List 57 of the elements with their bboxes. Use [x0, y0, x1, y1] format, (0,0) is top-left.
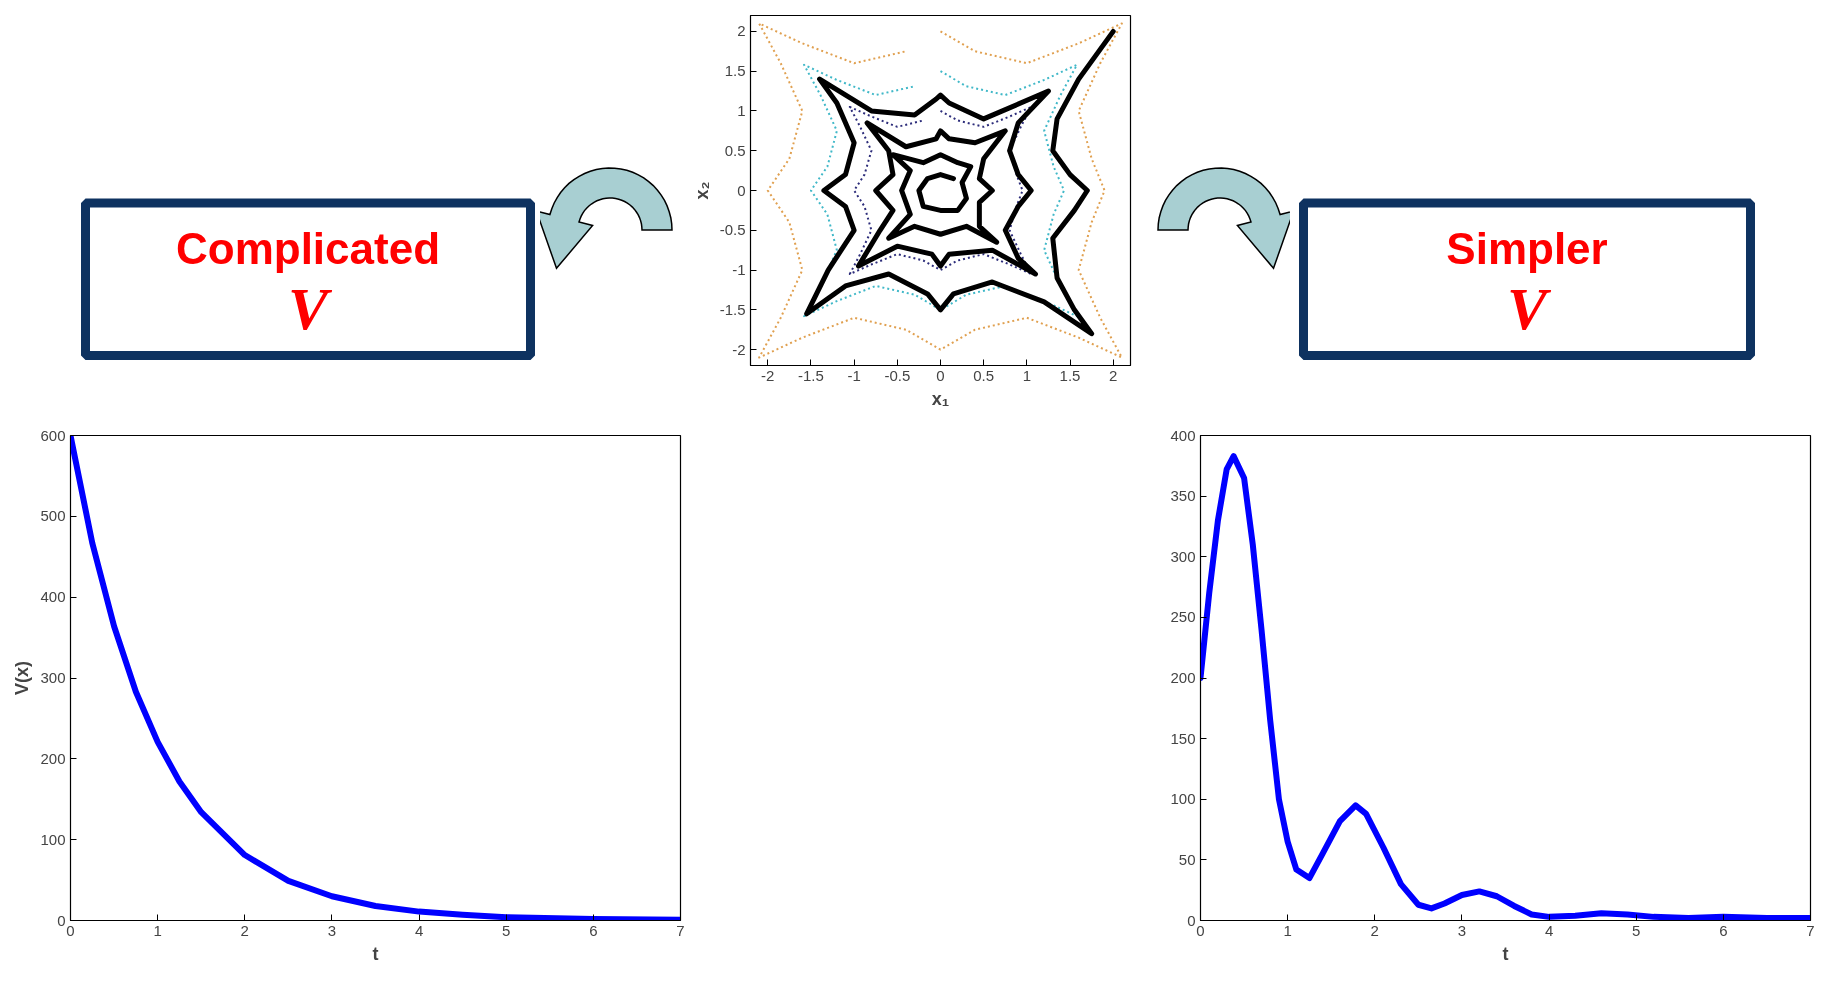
x-tick-label: 1.5	[1059, 366, 1081, 384]
y-tick-label: 500	[40, 507, 66, 525]
y-tick-label: -0.5	[719, 221, 746, 239]
x-tick-label: 0.5	[973, 366, 995, 384]
x-tick-label: 2	[1370, 921, 1379, 939]
x-tick-label: -1.5	[798, 366, 824, 384]
x-tick-label: 3	[1457, 921, 1467, 939]
line-series	[803, 63, 1078, 318]
y-tick-label: 200	[40, 749, 66, 767]
y-tick-label: 50	[1178, 850, 1196, 868]
x-tick-label: 6	[589, 921, 598, 939]
y-tick-label: 0.5	[724, 141, 746, 159]
x-tick-label: 5	[502, 921, 511, 939]
x-tick-label: 7	[1806, 921, 1815, 939]
y-tick-label: 250	[1170, 608, 1196, 626]
x-tick-label: -2	[761, 366, 775, 384]
y-tick-label: -1	[732, 261, 746, 279]
x-tick-label: 7	[676, 921, 685, 939]
x-axis-title: x₁	[931, 388, 950, 409]
y-tick-label: 300	[1170, 547, 1196, 565]
y-tick-label: 350	[1170, 487, 1196, 505]
x-axis-title: t	[1502, 943, 1509, 964]
y-tick-label: 1	[737, 101, 746, 119]
x-axis-title: t	[372, 943, 379, 964]
x-tick-label: 1	[1022, 366, 1032, 384]
y-tick-label: -2	[732, 340, 746, 358]
x-tick-label: 1	[153, 921, 162, 939]
y-tick-label: 0	[737, 181, 746, 199]
x-tick-label: 1	[1283, 921, 1292, 939]
y-tick-label: 400	[1170, 426, 1196, 444]
x-tick-label: 4	[1544, 921, 1554, 939]
text: V	[287, 275, 333, 342]
x-tick-label: 4	[414, 921, 424, 939]
x-tick-label: -0.5	[884, 366, 911, 384]
x-tick-label: 0	[936, 366, 945, 384]
y-tick-label: 200	[1170, 669, 1196, 686]
x-tick-label: 2	[1109, 366, 1118, 384]
y-tick-label: 100	[1170, 790, 1196, 808]
y-tick-label: 600	[40, 426, 66, 444]
text: Simpler	[1446, 224, 1608, 274]
x-tick-label: -1	[847, 366, 861, 384]
y-axis-title: x₂	[691, 181, 712, 200]
x-tick-label: 5	[1632, 921, 1641, 939]
y-tick-label: -1.5	[719, 300, 746, 318]
y-tick-label: 2	[737, 22, 746, 40]
x-tick-label: 6	[1719, 921, 1728, 939]
y-tick-label: 1.5	[724, 62, 746, 80]
y-tick-label: 100	[40, 830, 66, 848]
text: V	[1506, 275, 1552, 342]
y-tick-label: 150	[1170, 729, 1196, 747]
y-tick-label: 300	[40, 669, 66, 686]
y-axis-title: V(x)	[12, 660, 33, 695]
line-series	[758, 22, 1123, 359]
text: Complicated	[175, 224, 441, 274]
x-tick-label: 2	[240, 921, 249, 939]
y-tick-label: 400	[40, 588, 66, 606]
x-tick-label: 3	[327, 921, 337, 939]
